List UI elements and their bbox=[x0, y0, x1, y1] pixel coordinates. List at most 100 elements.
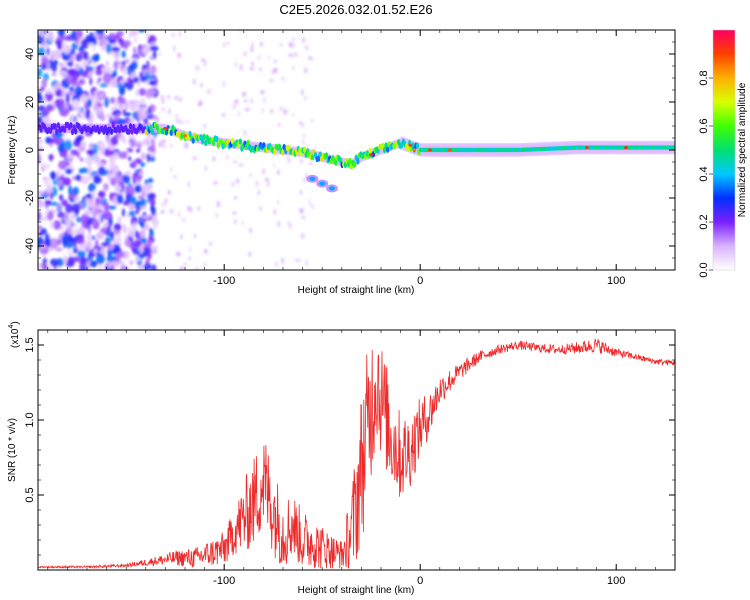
spectrogram-noise-cell bbox=[91, 54, 100, 63]
spectrogram-noise-cell bbox=[137, 264, 145, 270]
spectrogram-noise-cell bbox=[122, 137, 127, 144]
colorbar-label: Normalized spectral amplitude bbox=[737, 82, 748, 217]
spectrogram-noise-cell bbox=[166, 94, 171, 100]
spectrogram-noise-cell bbox=[88, 202, 95, 208]
spectrogram-noise-cell bbox=[116, 193, 124, 204]
colorbar bbox=[713, 30, 735, 270]
spectrogram-noise-cell bbox=[274, 260, 279, 268]
spectrogram-noise-cell bbox=[70, 149, 79, 156]
spectrogram-noise-cell bbox=[98, 92, 105, 99]
spectrogram-noise-cell bbox=[88, 182, 96, 193]
spectrogram-noise-cell bbox=[121, 50, 126, 58]
spectrogram-noise-cell bbox=[92, 104, 99, 112]
spectrogram-noise-cell bbox=[216, 200, 221, 208]
spectrogram-noise-cell bbox=[288, 53, 294, 58]
spectrogram-noise-cell bbox=[74, 64, 81, 71]
spectrogram-noise-cell bbox=[118, 97, 127, 105]
spectrogram-noise-cell bbox=[212, 155, 216, 162]
spectrogram-noise-cell bbox=[77, 144, 86, 153]
spectrogram-noise-cell bbox=[187, 256, 192, 261]
spectrogram-noise-cell bbox=[122, 266, 127, 270]
spectrogram-noise-cell bbox=[70, 212, 77, 220]
spectrogram-noise-cell bbox=[277, 123, 281, 127]
spectrogram-noise-cell bbox=[277, 220, 281, 227]
spectrogram-noise-cell bbox=[38, 115, 43, 125]
spectrogram-noise-cell bbox=[205, 248, 208, 255]
spectrogram-noise-cell bbox=[249, 66, 255, 71]
x-tick-label: 100 bbox=[607, 275, 625, 287]
spectrogram-noise-cell bbox=[308, 161, 313, 166]
spectrogram-noise-cell bbox=[105, 213, 111, 221]
spectrogram-noise-cell bbox=[69, 114, 75, 123]
spectrogram-noise-cell bbox=[65, 168, 73, 175]
spectrogram-noise-cell bbox=[95, 68, 103, 76]
spectrogram-noise-cell bbox=[227, 41, 230, 46]
spectrogram-noise-cell bbox=[151, 264, 157, 270]
spectrogram-noise-cell bbox=[129, 141, 137, 148]
spectrogram-noise-cell bbox=[250, 46, 254, 53]
spectrogram-noise-cell bbox=[179, 266, 185, 270]
y-tick-label: 40 bbox=[24, 48, 36, 60]
spectrogram-noise-cell bbox=[147, 88, 157, 96]
spectrogram-noise-cell bbox=[302, 177, 307, 184]
spectrogram-noise-cell bbox=[76, 234, 85, 245]
spectrogram-noise-cell bbox=[180, 233, 183, 240]
spectrogram-noise-cell bbox=[122, 112, 132, 117]
spectrogram-noise-cell bbox=[302, 133, 306, 138]
spectrogram-noise-cell bbox=[235, 178, 240, 184]
spectrogram-noise-cell bbox=[38, 236, 44, 247]
spectrogram-noise-cell bbox=[75, 53, 83, 62]
spectrogram-noise-cell bbox=[113, 200, 119, 207]
spectrogram-noise-cell bbox=[232, 211, 237, 215]
x-tick-label: 0 bbox=[417, 575, 423, 587]
spectrogram-noise-cell bbox=[106, 60, 110, 67]
spectrogram-noise-cell bbox=[128, 259, 134, 266]
x-tick-label: 100 bbox=[607, 575, 625, 587]
spectrogram-noise-cell bbox=[147, 192, 156, 200]
spectrogram-noise-cell bbox=[63, 147, 68, 159]
ridge-core-cell bbox=[201, 138, 205, 145]
spectrogram-noise-cell bbox=[38, 106, 43, 111]
spectrogram-noise-cell bbox=[65, 217, 73, 228]
spectrogram-noise-cell bbox=[304, 66, 307, 71]
spectrogram-noise-cell bbox=[237, 111, 241, 117]
spectrogram-noise-cell bbox=[113, 151, 119, 160]
spectrogram-noise-cell bbox=[98, 141, 105, 149]
spectrogram-noise-cell bbox=[221, 112, 226, 118]
spectrogram-noise-cell bbox=[301, 138, 305, 146]
spectrogram-noise-cell bbox=[170, 166, 173, 172]
spectrogram-noise-cell bbox=[80, 175, 89, 185]
spectrogram-noise-cell bbox=[138, 113, 146, 121]
spectrogram-noise-cell bbox=[158, 51, 161, 56]
ridge-peak-cell bbox=[428, 148, 432, 152]
ridge-peak-cell bbox=[447, 148, 452, 152]
ridge-core-cell bbox=[310, 154, 314, 161]
colorbar-tick-label: 0.0 bbox=[698, 262, 710, 277]
spectrogram-y-axis-label: Frequency (Hz) bbox=[7, 116, 18, 185]
spectrogram-noise-cell bbox=[109, 158, 116, 168]
colorbar-frame bbox=[712, 29, 736, 271]
spectrogram-noise-cell bbox=[75, 136, 83, 142]
spectrogram-noise-cell bbox=[175, 118, 181, 124]
spectrogram-noise-cell bbox=[299, 189, 303, 195]
spectrogram-ridge-group bbox=[38, 121, 675, 193]
ridge-core-cell bbox=[55, 128, 59, 135]
svg-text:(x104): (x104) bbox=[8, 321, 21, 348]
spectrogram-noise-cell bbox=[162, 144, 167, 149]
spectrogram-noise-cell bbox=[56, 39, 62, 50]
spectrogram-noise-cell bbox=[292, 65, 295, 72]
spectrogram-noise-cell bbox=[80, 214, 89, 223]
spectrogram-noise-cell bbox=[264, 178, 270, 182]
spectrogram-noise-cell bbox=[106, 112, 111, 119]
spectrogram-noise-cell bbox=[300, 215, 306, 220]
spectrogram-noise-cell bbox=[143, 223, 150, 231]
spectrogram-noise-cell bbox=[239, 30, 243, 34]
spectrogram-noise-cell bbox=[74, 197, 79, 203]
colorbar-tick-label: 0.4 bbox=[698, 166, 710, 181]
spectrogram-noise-cell bbox=[139, 244, 143, 255]
y-tick-label: 20 bbox=[24, 96, 36, 108]
spectrogram-noise-cell bbox=[140, 198, 147, 207]
spectrogram-noise-cell bbox=[260, 41, 263, 48]
spectrogram-noise-cell bbox=[183, 141, 189, 149]
spectrogram-noise-cell bbox=[244, 107, 250, 112]
